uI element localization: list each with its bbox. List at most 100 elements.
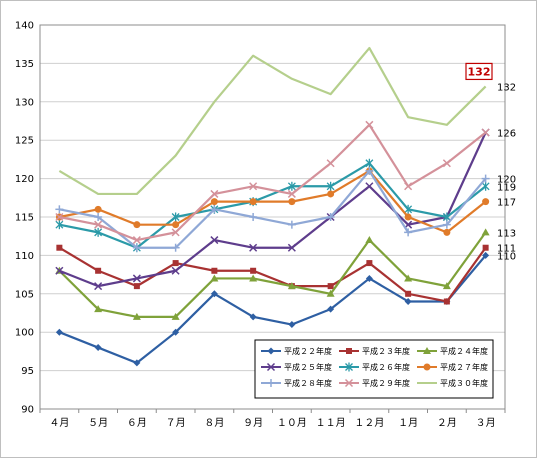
series-line: [59, 169, 487, 234]
data-point: [55, 266, 64, 275]
series-8: [55, 120, 490, 245]
series-line: [58, 132, 487, 288]
legend-item: 平成３０年度: [417, 378, 488, 388]
series-line: [59, 169, 487, 249]
x-tick-label: ７月: [166, 417, 186, 429]
end-value-label: 120: [497, 175, 516, 186]
data-point: [94, 213, 103, 221]
data-point: [481, 181, 490, 191]
data-point: [94, 344, 102, 352]
legend-label: 平成２３年度: [362, 346, 410, 356]
data-point: [326, 181, 335, 191]
data-point: [287, 282, 296, 290]
y-tick-label: 135: [15, 59, 34, 70]
y-tick-label: 125: [15, 136, 34, 147]
data-point: [95, 267, 102, 274]
end-value-label: 111: [497, 244, 516, 255]
data-point: [404, 274, 413, 282]
data-point: [133, 221, 141, 229]
y-tick-label: 110: [15, 251, 34, 262]
data-point: [210, 290, 218, 298]
data-point: [249, 313, 257, 321]
data-point: [443, 228, 451, 236]
legend-marker: [344, 378, 354, 388]
data-point: [171, 312, 180, 320]
data-point: [442, 159, 451, 168]
end-value-label: 110: [497, 251, 516, 262]
legend-item: 平成２８年度: [261, 378, 332, 388]
data-point: [133, 359, 141, 367]
series-6: [55, 167, 490, 236]
data-point: [55, 220, 64, 230]
data-point: [171, 212, 180, 222]
legend-label: 平成２７年度: [440, 362, 488, 372]
data-point: [55, 328, 63, 336]
series-4: [55, 128, 490, 291]
data-point: [366, 260, 373, 267]
series-3: [55, 228, 490, 320]
data-point: [442, 220, 451, 229]
data-point: [404, 204, 413, 214]
end-value-label: 132: [497, 82, 516, 93]
x-tick-label: １０月: [277, 417, 307, 429]
data-point: [327, 305, 335, 313]
legend-item: 平成２２年度: [261, 346, 332, 356]
legend-marker: [266, 362, 276, 372]
data-point: [327, 190, 335, 198]
data-point: [482, 244, 489, 251]
x-tick-label: １月: [398, 417, 418, 429]
data-point: [94, 305, 103, 313]
legend-marker: [267, 379, 275, 387]
legend-marker: [423, 363, 431, 371]
x-tick-label: １１月: [316, 417, 346, 429]
x-tick-label: ９月: [243, 417, 263, 429]
series-line: [58, 254, 487, 365]
data-point: [326, 213, 335, 221]
legend-marker: [423, 347, 431, 354]
data-point: [481, 128, 490, 137]
series-line: [59, 162, 487, 249]
data-point: [94, 205, 102, 213]
y-tick-label: 115: [15, 213, 34, 224]
series-5: [55, 158, 490, 253]
legend-marker: [267, 347, 275, 355]
legend-box: [254, 339, 494, 399]
end-value-label: 126: [497, 129, 516, 140]
y-tick-label: 120: [15, 174, 34, 185]
data-point: [288, 321, 296, 329]
y-tick-label: 95: [21, 366, 34, 377]
x-tick-label: ４月: [49, 417, 69, 429]
callout-label: 132: [468, 65, 491, 78]
data-point: [250, 267, 257, 274]
data-point: [482, 251, 490, 259]
legend-item: 平成２４年度: [417, 346, 488, 356]
data-point: [172, 328, 180, 336]
data-point: [442, 282, 451, 290]
data-point: [287, 220, 296, 229]
legend-item: 平成２５年度: [261, 362, 332, 372]
data-point: [326, 159, 335, 168]
legend-marker: [346, 348, 352, 354]
series-line: [58, 46, 487, 196]
x-tick-label: ３月: [476, 417, 496, 429]
data-point: [365, 158, 374, 168]
data-point: [210, 189, 219, 198]
legend-item: 平成２３年度: [339, 346, 410, 356]
data-point: [287, 181, 296, 191]
data-point: [443, 298, 450, 305]
legend-item: 平成２６年度: [339, 362, 410, 372]
data-point: [405, 290, 412, 297]
end-value-label: 113: [497, 228, 516, 239]
data-point: [210, 198, 218, 206]
series-line: [58, 231, 487, 318]
data-point: [94, 220, 103, 229]
data-point: [132, 243, 141, 252]
y-tick-label: 90: [21, 405, 34, 416]
end-value-label: 117: [497, 198, 516, 209]
callout-box: 132: [465, 62, 493, 81]
data-point: [365, 166, 374, 175]
data-point: [365, 182, 374, 191]
